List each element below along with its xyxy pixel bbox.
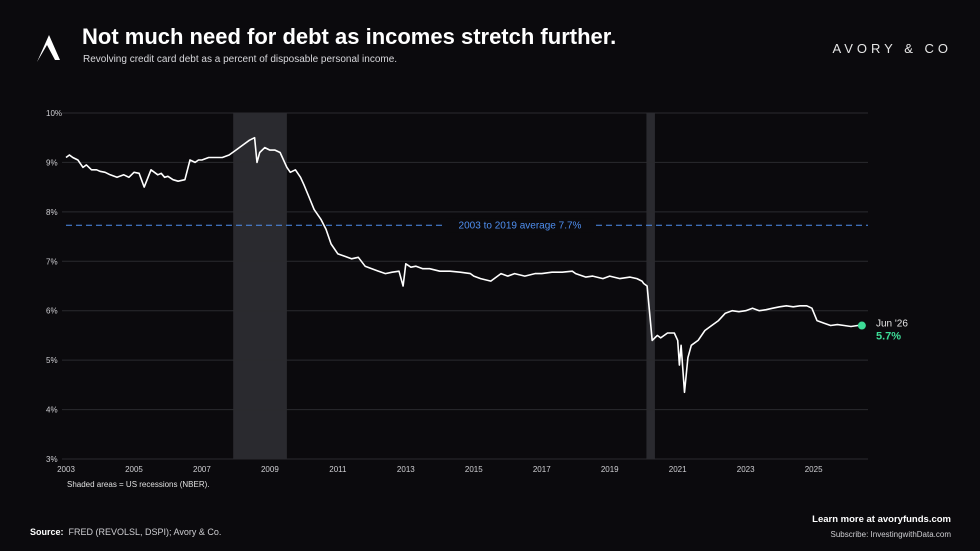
x-tick-label: 2013: [397, 465, 415, 474]
source-label: Source:: [30, 527, 64, 537]
y-tick-label: 9%: [46, 158, 58, 167]
y-tick-label: 6%: [46, 307, 58, 316]
recession-band: [233, 113, 287, 459]
source-line: Source: FRED (REVOLSL, DSPI); Avory & Co…: [30, 527, 221, 537]
x-tick-label: 2003: [57, 465, 75, 474]
subscribe-link[interactable]: Subscribe: InvestingwithData.com: [830, 530, 952, 539]
series-line: [65, 136, 862, 394]
source-text: FRED (REVOLSL, DSPI); Avory & Co.: [68, 527, 222, 537]
x-tick-label: 2025: [805, 465, 823, 474]
x-tick-label: 2019: [601, 465, 619, 474]
chart-title: Not much need for debt as incomes stretc…: [82, 24, 617, 49]
x-tick-label: 2017: [533, 465, 551, 474]
x-tick-label: 2015: [465, 465, 483, 474]
x-tick-label: 2011: [329, 465, 347, 474]
brand-wordmark: AVORY & CO: [832, 41, 952, 56]
endpoint-value-label: 5.7%: [876, 331, 901, 343]
x-tick-label: 2023: [737, 465, 755, 474]
x-tick-label: 2009: [261, 465, 279, 474]
x-tick-label: 2021: [669, 465, 687, 474]
y-tick-label: 4%: [46, 406, 58, 415]
average-label: 2003 to 2019 average 7.7%: [459, 221, 582, 232]
x-tick-label: 2005: [125, 465, 143, 474]
endpoint-date-label: Jun '26: [876, 319, 908, 330]
average-label-bg: [446, 218, 594, 233]
y-tick-label: 8%: [46, 208, 58, 217]
learn-more-link[interactable]: Learn more at avoryfunds.com: [812, 514, 951, 525]
x-tick-label: 2007: [193, 465, 211, 474]
avory-logo: [34, 33, 64, 68]
chart-subtitle: Revolving credit card debt as a percent …: [83, 54, 398, 65]
endpoint-marker: [857, 321, 866, 330]
recession-note: Shaded areas = US recessions (NBER).: [67, 480, 210, 489]
y-tick-label: 3%: [46, 455, 58, 464]
avory-logo-icon: [37, 35, 60, 62]
y-tick-label: 10%: [46, 109, 62, 118]
y-tick-label: 5%: [46, 356, 58, 365]
y-tick-label: 7%: [46, 257, 58, 266]
recession-band: [646, 113, 655, 459]
